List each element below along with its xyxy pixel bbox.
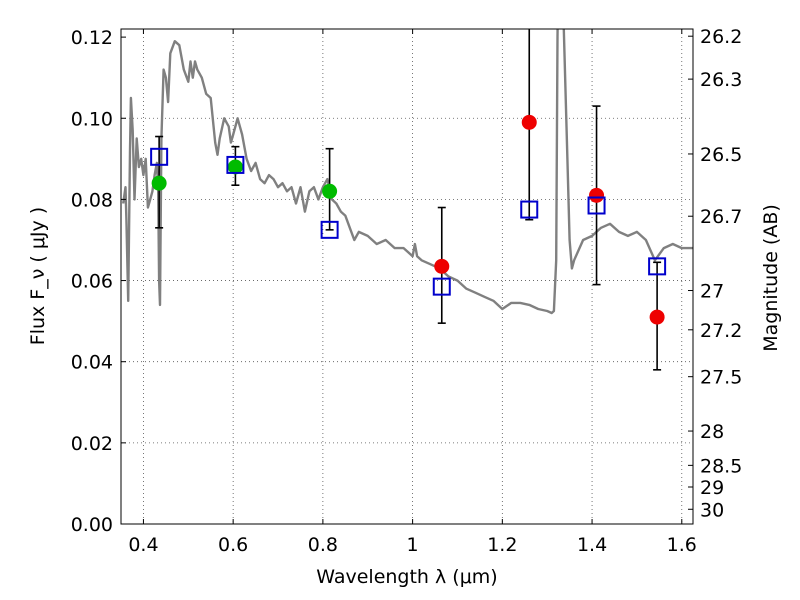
green-data-point	[227, 159, 243, 175]
x-tick-label: 1.2	[487, 534, 517, 556]
x-tick-label: 1	[407, 534, 419, 556]
y-axis-label-right: Magnitude (AB)	[760, 204, 782, 352]
mag-tick-label: 29	[700, 477, 724, 499]
model-flux-square	[320, 220, 339, 239]
mag-tick-label: 28	[700, 421, 724, 443]
x-tick-label: 0.8	[308, 534, 338, 556]
y-tick-label: 0.02	[71, 433, 113, 455]
x-tick-label: 1.4	[577, 534, 607, 556]
y-tick-label: 0.10	[71, 108, 113, 130]
y-tick-label: 0.04	[71, 352, 113, 374]
template-spectrum-line	[122, 29, 693, 315]
mag-tick-label: 27	[700, 281, 724, 303]
green-data-point	[151, 175, 167, 191]
red-data-point	[589, 187, 605, 203]
model-flux-square	[520, 200, 539, 219]
model-flux-square	[648, 257, 667, 276]
y-tick-label: 0.12	[71, 27, 113, 49]
y-tick-label: 0.06	[71, 271, 113, 293]
mag-tick-label: 27.2	[700, 320, 742, 342]
model-flux-square	[432, 277, 451, 296]
plot-area	[122, 29, 693, 371]
mag-tick-label: 26.7	[700, 206, 742, 228]
x-axis-label: Wavelength λ (μm)	[316, 566, 497, 588]
mag-tick-label: 26.3	[700, 69, 742, 91]
grid-lines	[121, 29, 693, 524]
red-data-point	[521, 114, 537, 130]
x-tick-label: 0.6	[218, 534, 248, 556]
x-tick-label: 1.6	[667, 534, 697, 556]
model-flux-square	[587, 196, 606, 215]
x-tick-label: 0.4	[128, 534, 158, 556]
axis-ticks: 0.4 0.6 0.8 1 1.2 1.4 1.6 0.00 0.02 0.04 0.06 0.08 0…	[71, 26, 743, 556]
plot-frame	[120, 28, 694, 525]
red-data-point	[649, 309, 665, 325]
y-tick-label: 0.08	[71, 189, 113, 211]
y-tick-label: 0.00	[71, 514, 113, 536]
green-data-point	[322, 183, 338, 199]
model-flux-square	[226, 155, 245, 174]
y-axis-label-left: Flux F_ν ( μJy )	[27, 207, 49, 345]
mag-tick-label: 28.5	[700, 455, 742, 477]
mag-tick-label: 26.2	[700, 26, 742, 48]
mag-tick-label: 27.5	[700, 367, 742, 389]
mag-tick-label: 26.5	[700, 144, 742, 166]
model-flux-square	[150, 147, 169, 166]
red-data-point	[434, 258, 450, 274]
mag-tick-label: 30	[700, 499, 724, 521]
